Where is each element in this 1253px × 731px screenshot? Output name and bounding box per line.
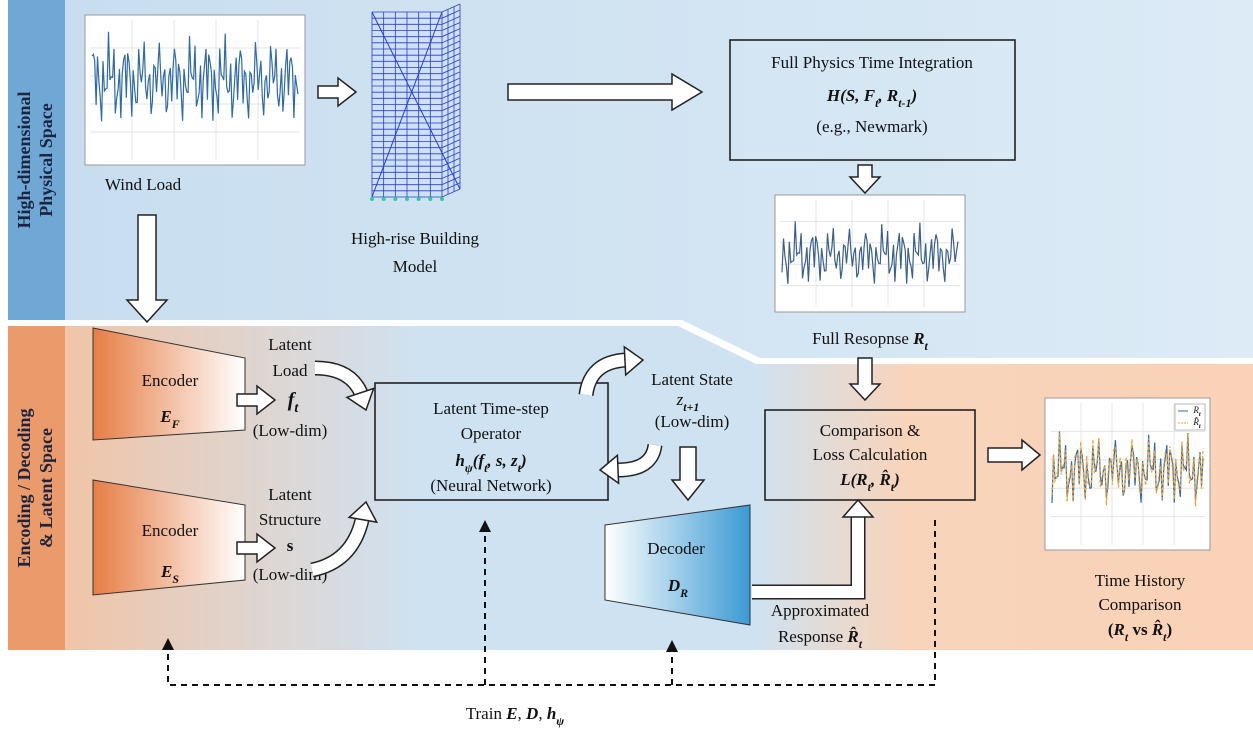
text-part: E [160,562,172,581]
band-label: Physical Space [36,103,56,217]
latent-state-note: (Low-dim) [655,412,730,431]
text-part: L(R [839,470,867,489]
latent-load-title: Latent [268,335,312,354]
text-part: h [455,451,464,470]
latent-structure-symbol: s [287,536,294,555]
latent-state-title: Latent State [651,370,733,389]
text-part: D [667,576,680,595]
text-part: s [287,536,294,555]
text-part: , R [877,86,898,105]
latent-load-note: (Low-dim) [253,421,328,440]
time-history-label: Time History [1095,571,1186,590]
page: { "bands": { "physical": ["High-dimensio… [0,0,1253,731]
text-part: h [547,704,556,723]
text-part: E [159,407,171,426]
support [440,197,444,201]
text-part: ) [909,86,917,105]
train-label: Train E, D, hψ [466,704,566,728]
latent-structure-title: Latent [268,485,312,504]
text-part: R [1113,620,1125,639]
text-part: F [171,417,180,431]
operator-title: Latent Time-step [433,399,549,418]
encoder-title: Encoder [142,371,199,390]
approximated-label: Approximated [771,601,870,620]
text-part: vs [1128,620,1152,639]
text-part: S [172,572,179,586]
operator-note: (Neural Network) [430,476,551,495]
text-part: t [1199,423,1201,430]
text-part: ψ [556,714,565,728]
building-label: High-rise Building [351,229,479,248]
wind-load-label: Wind Load [105,175,182,194]
text-part: R [679,586,688,600]
text-part: Response [778,627,847,646]
text-part: t-1 [898,96,911,110]
band-label: High-dimensional [14,91,34,228]
diagram: High-dimensional Physical Space Encoding… [0,0,1253,731]
text-part: , R̂ [870,470,891,489]
text-part: , [518,704,527,723]
time-history-label: Comparison [1098,595,1182,614]
text-part: E [505,704,517,723]
text-part: ) [1166,620,1172,639]
support [405,197,409,201]
physics-note: (e.g., Newmark) [816,117,927,136]
physics-title: Full Physics Time Integration [771,53,973,72]
support [428,197,432,201]
latent-structure-title: Structure [259,510,321,529]
text-part: R [912,329,924,348]
text-part: R̂ [1151,620,1163,639]
text-part: t [1199,411,1201,418]
band-label: Encoding / Decoding [14,408,34,567]
text-part: , s, z [486,451,518,470]
text-part: R̂ [846,627,858,646]
text-part: H(S, F [826,86,876,105]
support [370,197,374,201]
comparison-title: Loss Calculation [813,445,928,464]
encoder-title: Encoder [142,521,199,540]
text-part: ) [519,451,527,470]
text-part: , [538,704,547,723]
band-label: & Latent Space [36,428,56,548]
support [417,197,421,201]
support [393,197,397,201]
building-label: Model [393,257,438,276]
text-part: ) [892,470,900,489]
comparison-title: Comparison & [820,421,921,440]
operator-title: Operator [461,424,522,443]
support [382,197,386,201]
decoder-title: Decoder [647,539,705,558]
latent-load-title: Load [273,361,308,380]
text-part: D [525,704,538,723]
text-part: Full Resopnse [812,329,913,348]
text-part: Train [466,704,506,723]
